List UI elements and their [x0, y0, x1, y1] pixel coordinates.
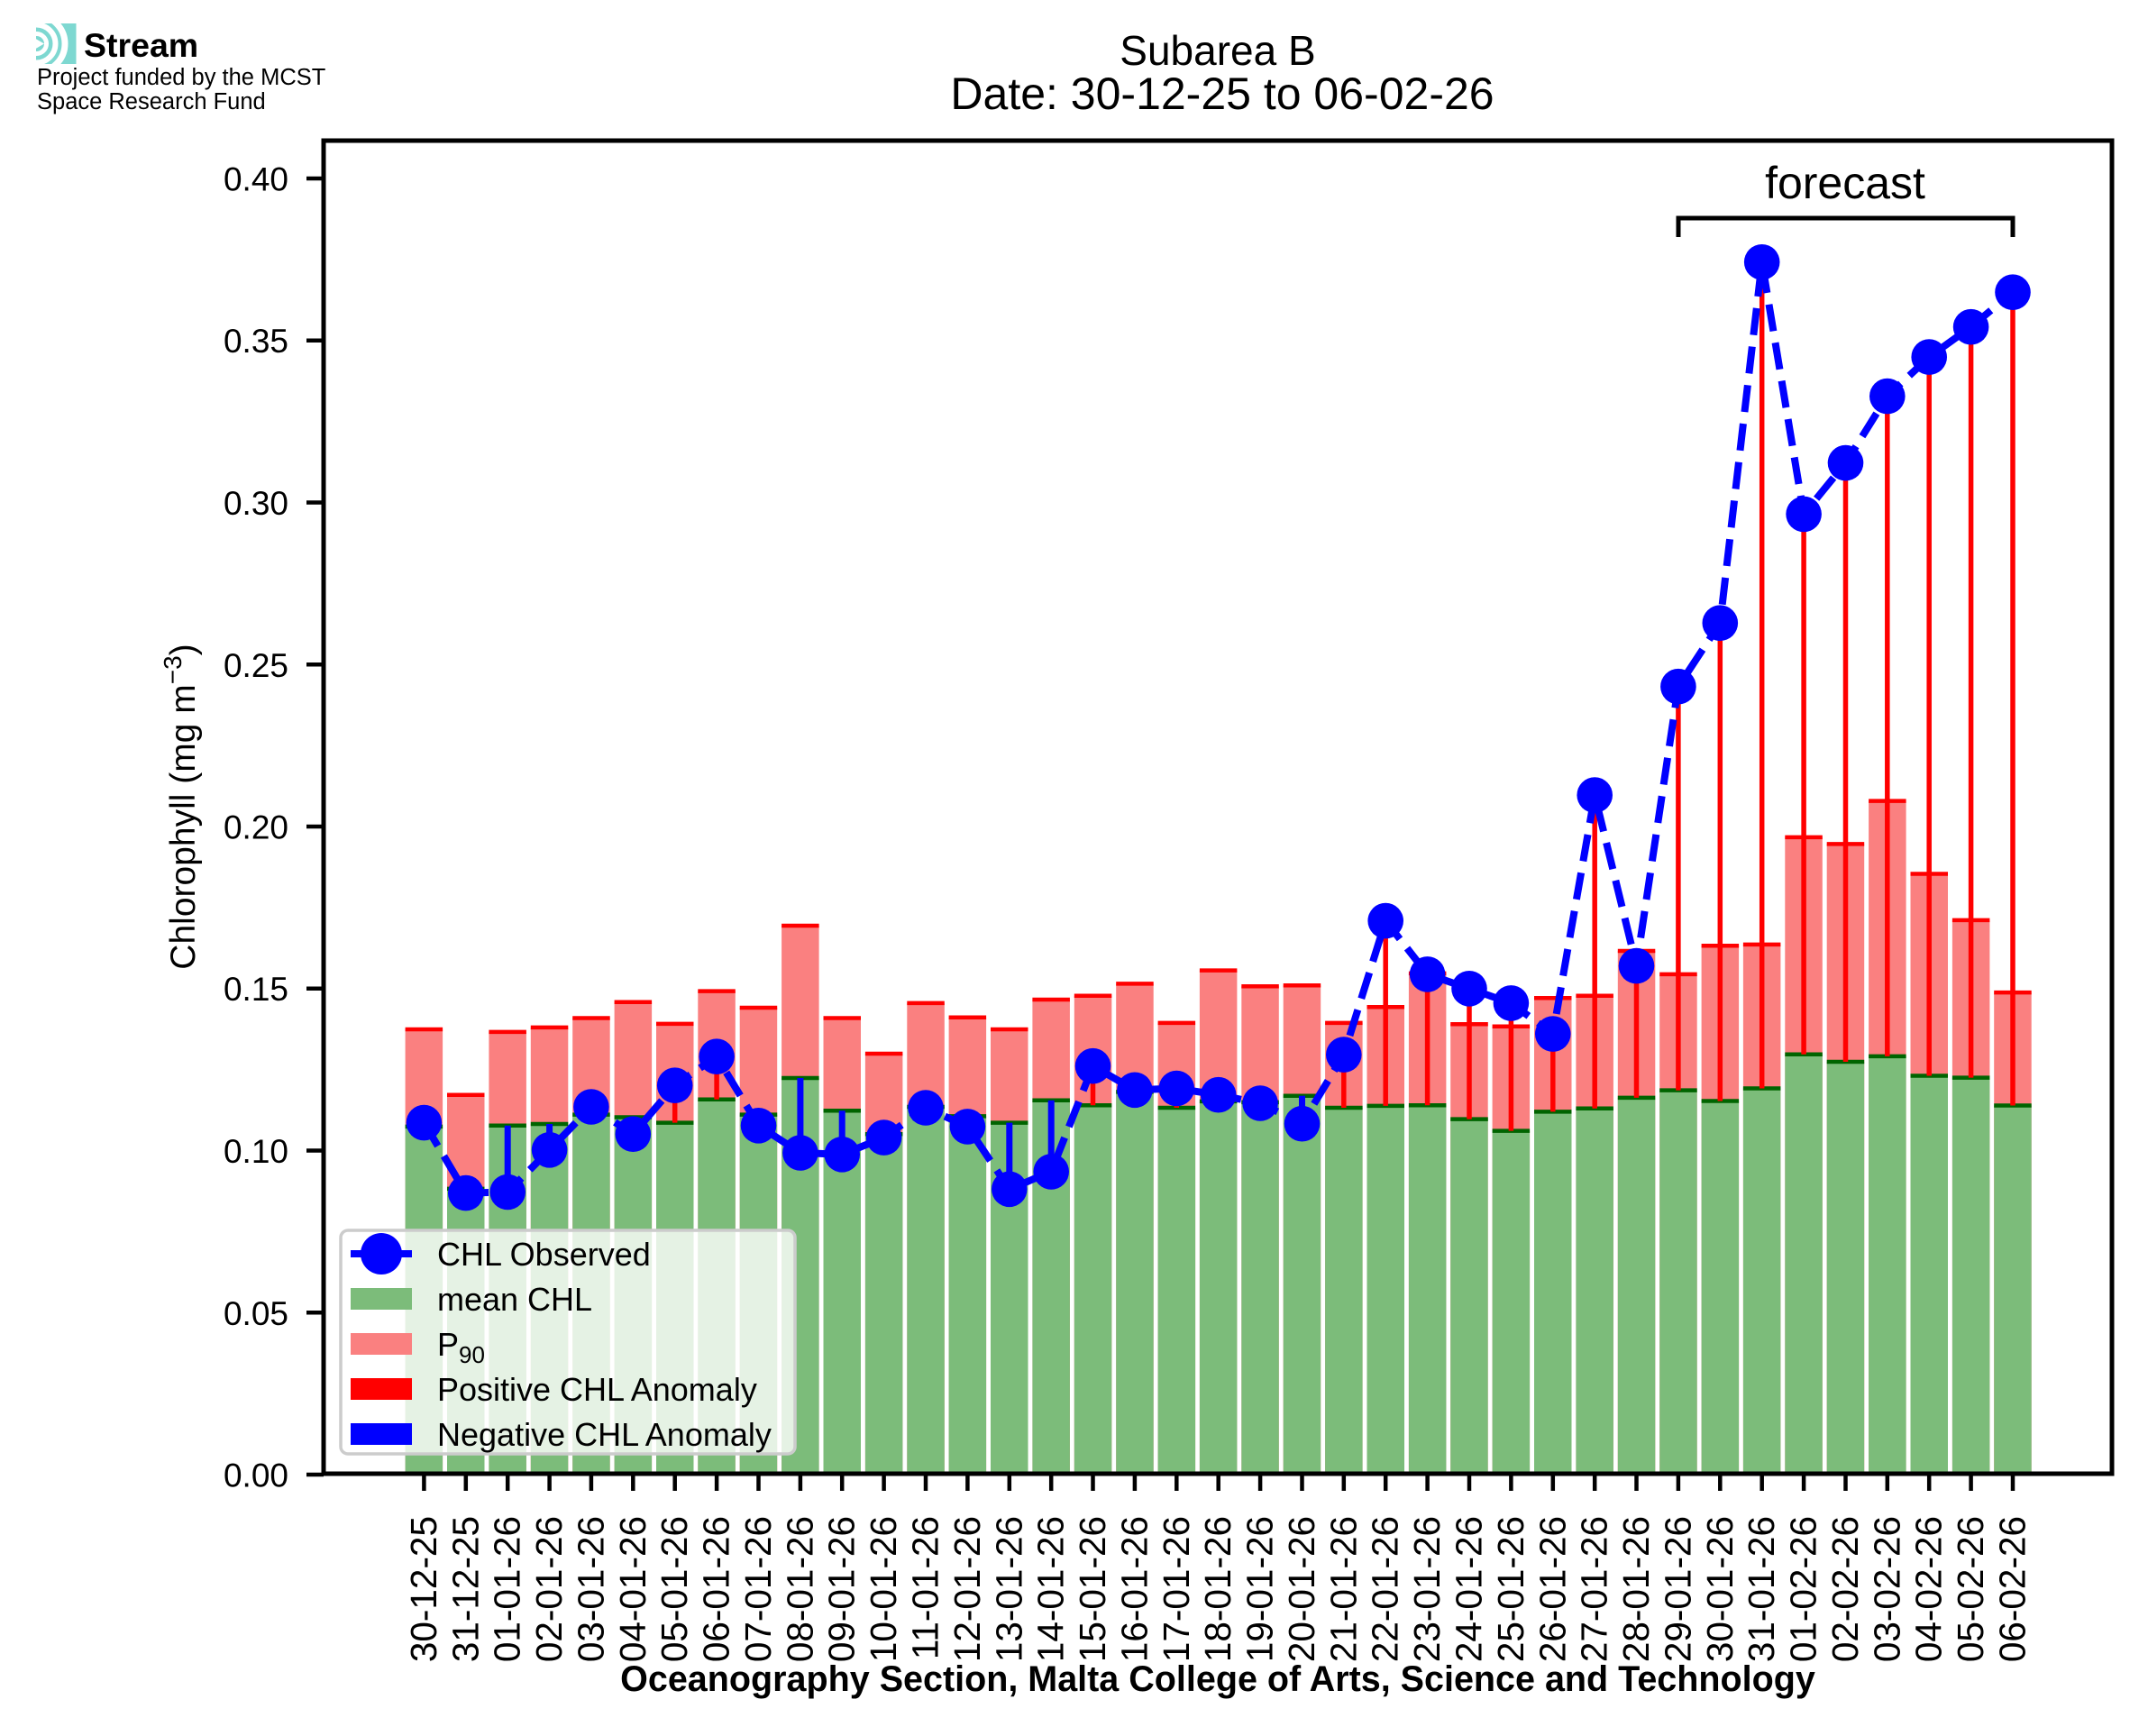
svg-text:0.10: 0.10 [224, 1133, 288, 1170]
svg-text:04-02-26: 04-02-26 [1908, 1516, 1950, 1662]
svg-text:03-01-26: 03-01-26 [570, 1516, 611, 1662]
svg-text:26-01-26: 26-01-26 [1531, 1516, 1573, 1662]
svg-text:Negative CHL Anomaly: Negative CHL Anomaly [437, 1416, 772, 1453]
svg-text:22-01-26: 22-01-26 [1365, 1516, 1406, 1662]
svg-text:03-02-26: 03-02-26 [1866, 1516, 1907, 1662]
svg-text:19-01-26: 19-01-26 [1239, 1516, 1281, 1662]
svg-text:08-01-26: 08-01-26 [779, 1516, 820, 1662]
svg-text:31-12-25: 31-12-25 [444, 1516, 486, 1662]
svg-text:31-01-26: 31-01-26 [1741, 1516, 1782, 1662]
svg-text:0.20: 0.20 [224, 809, 288, 846]
svg-text:29-01-26: 29-01-26 [1657, 1516, 1698, 1662]
svg-text:0.25: 0.25 [224, 647, 288, 684]
svg-text:30-01-26: 30-01-26 [1699, 1516, 1741, 1662]
svg-text:17-01-26: 17-01-26 [1156, 1516, 1197, 1662]
svg-text:21-01-26: 21-01-26 [1322, 1516, 1364, 1662]
svg-text:0.35: 0.35 [224, 323, 288, 360]
svg-text:0.00: 0.00 [224, 1457, 288, 1494]
svg-text:0.40: 0.40 [224, 161, 288, 198]
svg-text:24-01-26: 24-01-26 [1449, 1516, 1490, 1662]
svg-text:30-12-25: 30-12-25 [403, 1516, 444, 1662]
svg-text:15-01-26: 15-01-26 [1072, 1516, 1113, 1662]
svg-text:Space Research Fund: Space Research Fund [37, 89, 266, 114]
svg-text:16-01-26: 16-01-26 [1113, 1516, 1155, 1662]
svg-text:mean CHL: mean CHL [437, 1281, 592, 1318]
svg-text:27-01-26: 27-01-26 [1574, 1516, 1615, 1662]
svg-text:Stream: Stream [84, 26, 198, 64]
svg-text:23-01-26: 23-01-26 [1406, 1516, 1448, 1662]
svg-text:10-01-26: 10-01-26 [863, 1516, 904, 1662]
svg-text:04-01-26: 04-01-26 [612, 1516, 654, 1662]
svg-text:06-01-26: 06-01-26 [696, 1516, 737, 1662]
svg-text:07-01-26: 07-01-26 [737, 1516, 779, 1662]
svg-text:Date: 30-12-25 to 06-02-26: Date: 30-12-25 to 06-02-26 [950, 69, 1494, 119]
svg-text:18-01-26: 18-01-26 [1197, 1516, 1239, 1662]
svg-text:Positive CHL Anomaly: Positive CHL Anomaly [437, 1371, 757, 1408]
svg-text:11-01-26: 11-01-26 [905, 1516, 946, 1659]
svg-text:02-01-26: 02-01-26 [528, 1516, 570, 1662]
svg-text:12-01-26: 12-01-26 [946, 1516, 988, 1662]
svg-text:06-02-26: 06-02-26 [1992, 1516, 2034, 1662]
svg-text:02-02-26: 02-02-26 [1824, 1516, 1866, 1662]
svg-text:05-02-26: 05-02-26 [1950, 1516, 1991, 1662]
svg-text:0.30: 0.30 [224, 485, 288, 522]
svg-text:20-01-26: 20-01-26 [1281, 1516, 1322, 1662]
svg-text:Subarea B: Subarea B [1120, 27, 1315, 74]
svg-text:0.15: 0.15 [224, 971, 288, 1008]
svg-text:CHL Observed: CHL Observed [437, 1236, 651, 1273]
svg-text:13-01-26: 13-01-26 [988, 1516, 1029, 1662]
svg-text:25-01-26: 25-01-26 [1490, 1516, 1531, 1662]
svg-text:forecast: forecast [1765, 158, 1925, 208]
svg-text:0.05: 0.05 [224, 1295, 288, 1332]
svg-text:Oceanography Section, Malta Co: Oceanography Section, Malta College of A… [620, 1659, 1815, 1699]
svg-text:28-01-26: 28-01-26 [1615, 1516, 1657, 1662]
svg-text:Project funded by the MCST: Project funded by the MCST [37, 65, 325, 90]
svg-text:14-01-26: 14-01-26 [1030, 1516, 1072, 1662]
svg-text:09-01-26: 09-01-26 [821, 1516, 863, 1662]
svg-text:01-01-26: 01-01-26 [487, 1516, 528, 1662]
svg-text:01-02-26: 01-02-26 [1783, 1516, 1824, 1662]
svg-text:Chlorophyll (mg m−3): Chlorophyll (mg m−3) [159, 644, 204, 969]
svg-text:05-01-26: 05-01-26 [654, 1516, 695, 1662]
